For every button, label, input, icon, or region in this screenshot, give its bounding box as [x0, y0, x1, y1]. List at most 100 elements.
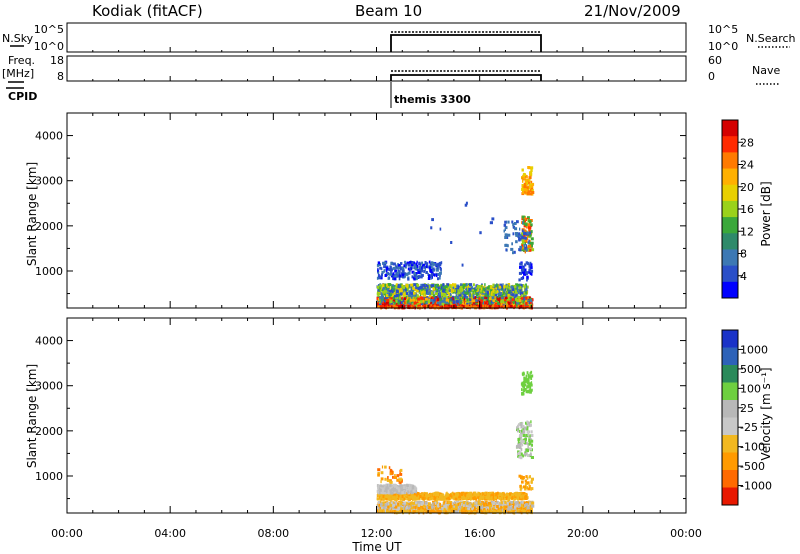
power-cell	[528, 241, 532, 245]
velocity-cell	[417, 507, 419, 511]
velocity-cell	[417, 507, 421, 511]
power-cell	[489, 304, 492, 308]
power-cell	[497, 305, 500, 309]
power-cell	[409, 261, 412, 265]
power-cell	[441, 299, 444, 303]
power-cell	[505, 305, 508, 309]
power-cell	[508, 291, 511, 295]
power-cell	[501, 286, 504, 290]
velocity-cell	[456, 503, 458, 507]
power-cell	[387, 288, 389, 292]
velocity-cell	[388, 501, 392, 505]
power-cell	[409, 292, 413, 295]
power-cell	[418, 268, 421, 272]
power-cell	[411, 263, 413, 267]
power-cell	[428, 266, 431, 270]
power-cell	[390, 268, 393, 272]
velocity-cell	[402, 506, 405, 510]
power-cell	[423, 290, 426, 294]
velocity-cell	[496, 505, 499, 508]
power-cell	[526, 285, 529, 289]
power-cell	[439, 227, 442, 231]
velocity-cell	[410, 509, 413, 513]
power-cell	[466, 289, 469, 293]
colorbar-segment	[722, 184, 738, 202]
velocity-cell	[415, 507, 419, 511]
power-cell	[434, 273, 436, 277]
power-cell	[503, 305, 506, 309]
power-cell	[520, 277, 524, 280]
power-cell	[377, 298, 380, 301]
colorbar-segment	[722, 120, 738, 137]
power-cell	[380, 288, 382, 292]
power-cell	[398, 293, 400, 297]
power-cell	[394, 269, 398, 273]
power-cell	[528, 233, 532, 237]
power-cell	[521, 294, 523, 298]
power-cell	[392, 296, 396, 300]
power-cell	[530, 180, 533, 184]
power-cell	[396, 265, 398, 269]
power-cell	[421, 305, 423, 309]
power-cell	[420, 275, 423, 279]
power-cell	[437, 273, 441, 276]
power-cell	[495, 284, 499, 288]
power-cell	[390, 288, 393, 292]
power-cell	[381, 301, 384, 305]
velocity-cell	[389, 504, 392, 507]
power-cell	[419, 289, 423, 293]
power-cell	[465, 305, 470, 309]
power-cell	[526, 178, 529, 182]
velocity-cell	[387, 505, 390, 509]
power-cell	[425, 304, 429, 308]
power-cell	[431, 301, 434, 305]
power-cell	[438, 292, 441, 296]
power-cell	[528, 176, 532, 180]
velocity-cell	[418, 501, 421, 505]
power-cell	[528, 296, 531, 300]
power-cell	[490, 297, 493, 301]
velocity-cell	[422, 506, 425, 510]
power-cell	[513, 296, 516, 300]
power-cell	[508, 286, 511, 290]
power-cell	[379, 302, 383, 306]
power-cell	[425, 262, 429, 266]
power-cell	[507, 233, 511, 237]
power-cell	[458, 301, 461, 305]
power-cell	[432, 267, 435, 271]
power-cell	[380, 273, 383, 277]
power-cell	[504, 233, 508, 237]
velocity-cell	[513, 509, 517, 513]
power-cell	[488, 290, 491, 294]
power-cell	[527, 216, 530, 220]
power-cell	[408, 290, 412, 294]
power-cell	[526, 278, 528, 282]
power-cell	[403, 264, 406, 268]
power-cell	[516, 220, 519, 224]
power-cell	[518, 286, 522, 290]
power-cell	[410, 267, 412, 271]
power-cell	[526, 275, 529, 279]
nsky-panel: N.Sky 10^5 10^0 10^5 10^0 N.Search	[2, 22, 796, 53]
power-cell	[445, 298, 449, 302]
power-cell	[500, 294, 504, 298]
power-cell	[531, 182, 535, 186]
power-cell	[528, 248, 532, 252]
power-cell	[503, 285, 505, 289]
velocity-cell	[500, 501, 504, 505]
power-cell	[462, 296, 464, 300]
power-cell	[416, 267, 419, 271]
power-cell	[524, 181, 527, 185]
velocity-cell	[380, 506, 383, 510]
velocity-cell	[474, 506, 476, 510]
power-cell	[516, 296, 519, 300]
power-cell	[379, 305, 382, 308]
power-cell	[402, 285, 405, 289]
power-cell	[381, 305, 384, 308]
power-cell	[392, 277, 394, 281]
velocity-cell	[386, 502, 389, 506]
velocity-cell	[445, 501, 447, 505]
power-cell	[404, 265, 407, 269]
power-cell	[404, 298, 408, 302]
power-cell	[407, 304, 410, 308]
